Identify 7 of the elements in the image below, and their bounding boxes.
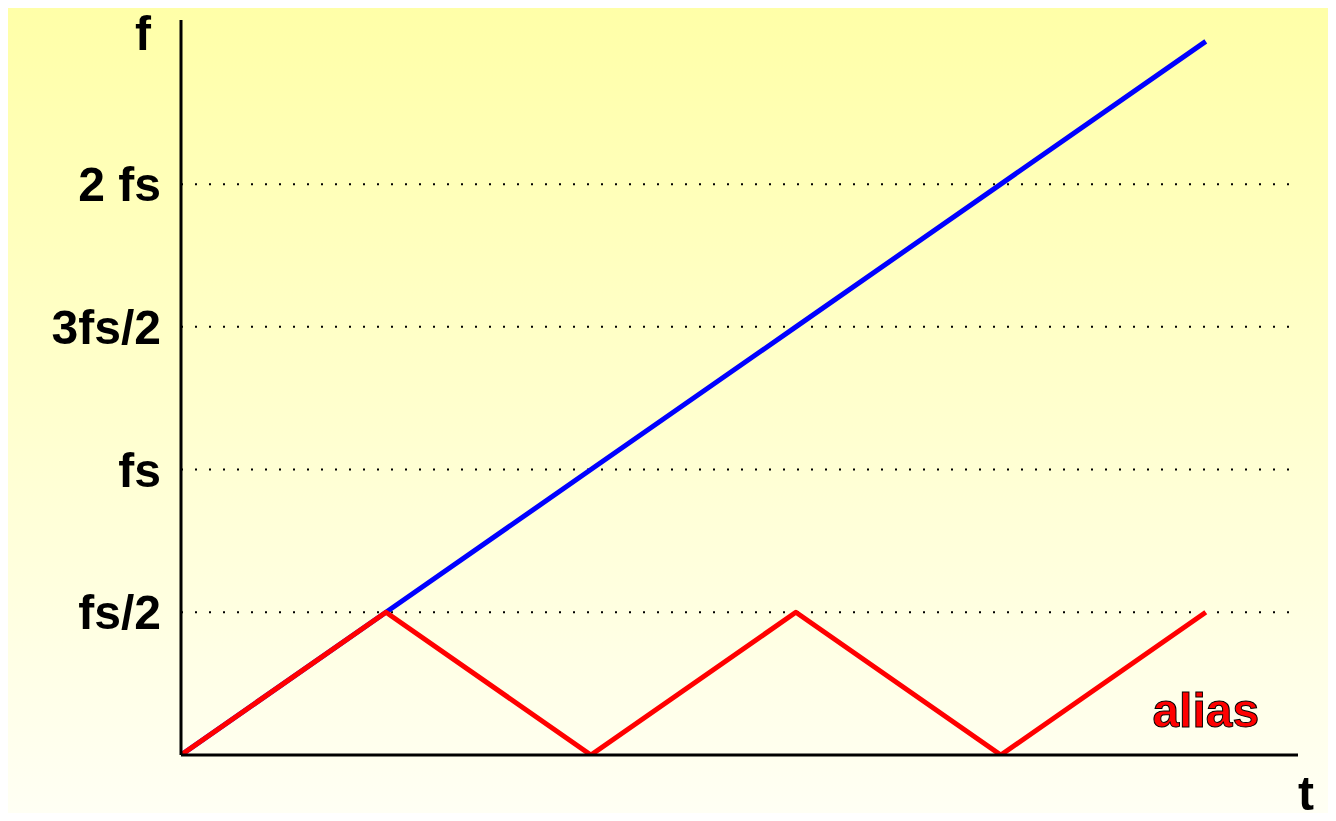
ref-line-label: fs: [118, 443, 161, 497]
series-label: alias: [1152, 684, 1260, 738]
ref-line-label: 2 fs: [78, 158, 161, 212]
x-axis-title: t: [1298, 767, 1315, 820]
y-axis-title: f: [135, 7, 153, 60]
ref-line-label: fs/2: [78, 586, 161, 640]
ref-line-label: 3fs/2: [51, 300, 161, 354]
